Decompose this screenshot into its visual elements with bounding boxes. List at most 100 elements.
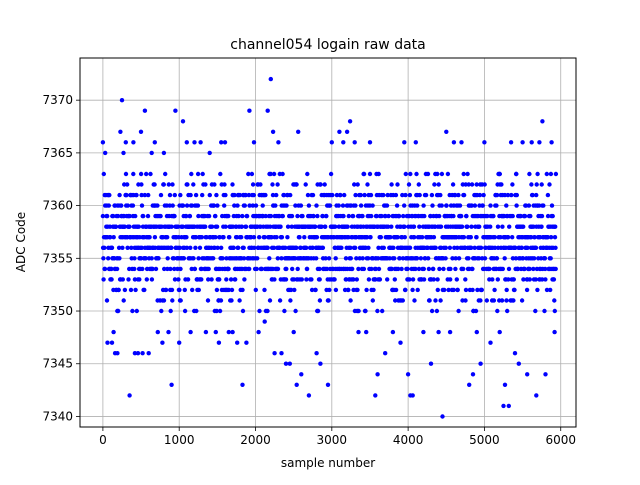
data-point bbox=[306, 393, 312, 398]
data-point bbox=[341, 213, 346, 219]
data-point bbox=[319, 224, 324, 229]
data-point bbox=[495, 224, 501, 229]
data-point bbox=[443, 256, 448, 261]
data-point bbox=[355, 287, 360, 293]
data-point bbox=[369, 213, 374, 219]
data-point bbox=[267, 298, 273, 303]
data-point bbox=[534, 393, 539, 398]
data-point bbox=[230, 182, 235, 187]
data-point bbox=[156, 256, 161, 261]
data-point bbox=[299, 372, 304, 377]
data-point bbox=[432, 182, 437, 187]
data-point bbox=[417, 224, 422, 229]
data-point bbox=[299, 277, 304, 282]
data-point bbox=[421, 203, 426, 208]
data-point bbox=[407, 245, 413, 250]
data-point bbox=[121, 150, 126, 156]
data-point bbox=[206, 277, 211, 282]
data-point bbox=[106, 203, 112, 208]
data-point bbox=[466, 182, 471, 187]
data-point bbox=[163, 287, 169, 293]
data-point bbox=[402, 140, 407, 145]
data-point bbox=[116, 287, 121, 293]
data-point bbox=[524, 287, 530, 293]
data-point bbox=[431, 277, 436, 282]
data-point bbox=[446, 287, 451, 293]
data-point bbox=[398, 340, 403, 345]
data-point bbox=[315, 308, 321, 314]
data-point bbox=[470, 287, 475, 293]
data-point bbox=[548, 256, 553, 261]
data-point bbox=[188, 192, 193, 198]
data-point bbox=[379, 213, 384, 219]
data-point bbox=[416, 182, 421, 187]
data-point bbox=[465, 171, 470, 177]
data-point bbox=[193, 245, 198, 250]
data-point bbox=[111, 213, 116, 219]
data-point bbox=[125, 203, 130, 208]
data-point bbox=[540, 119, 545, 124]
data-point bbox=[429, 192, 435, 198]
data-point bbox=[217, 277, 222, 282]
data-point bbox=[356, 308, 361, 314]
data-point bbox=[393, 298, 398, 303]
data-point bbox=[243, 192, 248, 198]
data-point bbox=[317, 277, 322, 282]
data-point bbox=[300, 213, 305, 219]
data-point bbox=[520, 256, 526, 261]
data-point bbox=[437, 266, 442, 272]
data-point bbox=[170, 298, 175, 303]
data-point bbox=[534, 192, 539, 198]
data-point bbox=[435, 277, 440, 282]
data-point bbox=[528, 213, 533, 219]
data-point bbox=[139, 203, 145, 208]
y-tick-label: 7345 bbox=[42, 357, 73, 371]
data-point bbox=[455, 287, 460, 293]
data-point bbox=[477, 192, 483, 198]
data-point bbox=[134, 192, 139, 198]
data-point bbox=[431, 235, 437, 240]
data-point bbox=[389, 182, 394, 187]
data-point bbox=[218, 171, 223, 177]
x-tick-label: 3000 bbox=[317, 433, 348, 447]
data-point bbox=[447, 329, 453, 335]
data-point bbox=[506, 266, 512, 272]
data-point bbox=[158, 213, 163, 219]
data-point bbox=[226, 213, 231, 219]
data-point bbox=[291, 329, 296, 335]
data-point bbox=[163, 171, 168, 177]
data-point bbox=[237, 192, 242, 198]
data-point bbox=[199, 277, 204, 282]
data-point bbox=[211, 203, 217, 208]
data-point bbox=[317, 266, 322, 272]
data-point bbox=[149, 277, 155, 282]
data-point bbox=[213, 213, 218, 219]
data-point bbox=[285, 224, 291, 229]
data-point bbox=[481, 192, 486, 198]
data-point bbox=[394, 203, 400, 208]
data-point bbox=[478, 361, 483, 366]
data-point bbox=[375, 256, 381, 261]
data-point bbox=[361, 266, 367, 272]
data-point bbox=[143, 256, 148, 261]
data-point bbox=[180, 203, 186, 208]
data-point bbox=[239, 235, 244, 240]
data-point bbox=[296, 129, 301, 134]
data-point bbox=[338, 192, 343, 198]
data-point bbox=[547, 182, 552, 187]
data-point bbox=[119, 98, 125, 103]
data-point bbox=[117, 256, 122, 261]
data-point bbox=[295, 266, 300, 272]
data-point bbox=[178, 298, 183, 303]
data-point bbox=[221, 235, 226, 240]
data-point bbox=[478, 298, 483, 303]
data-point bbox=[485, 213, 490, 219]
data-point bbox=[346, 287, 351, 293]
data-point bbox=[354, 256, 359, 261]
data-point bbox=[184, 245, 190, 250]
data-point bbox=[410, 393, 415, 398]
data-point bbox=[188, 329, 193, 335]
data-point bbox=[119, 203, 124, 208]
data-point bbox=[279, 235, 285, 240]
data-point bbox=[158, 192, 164, 198]
